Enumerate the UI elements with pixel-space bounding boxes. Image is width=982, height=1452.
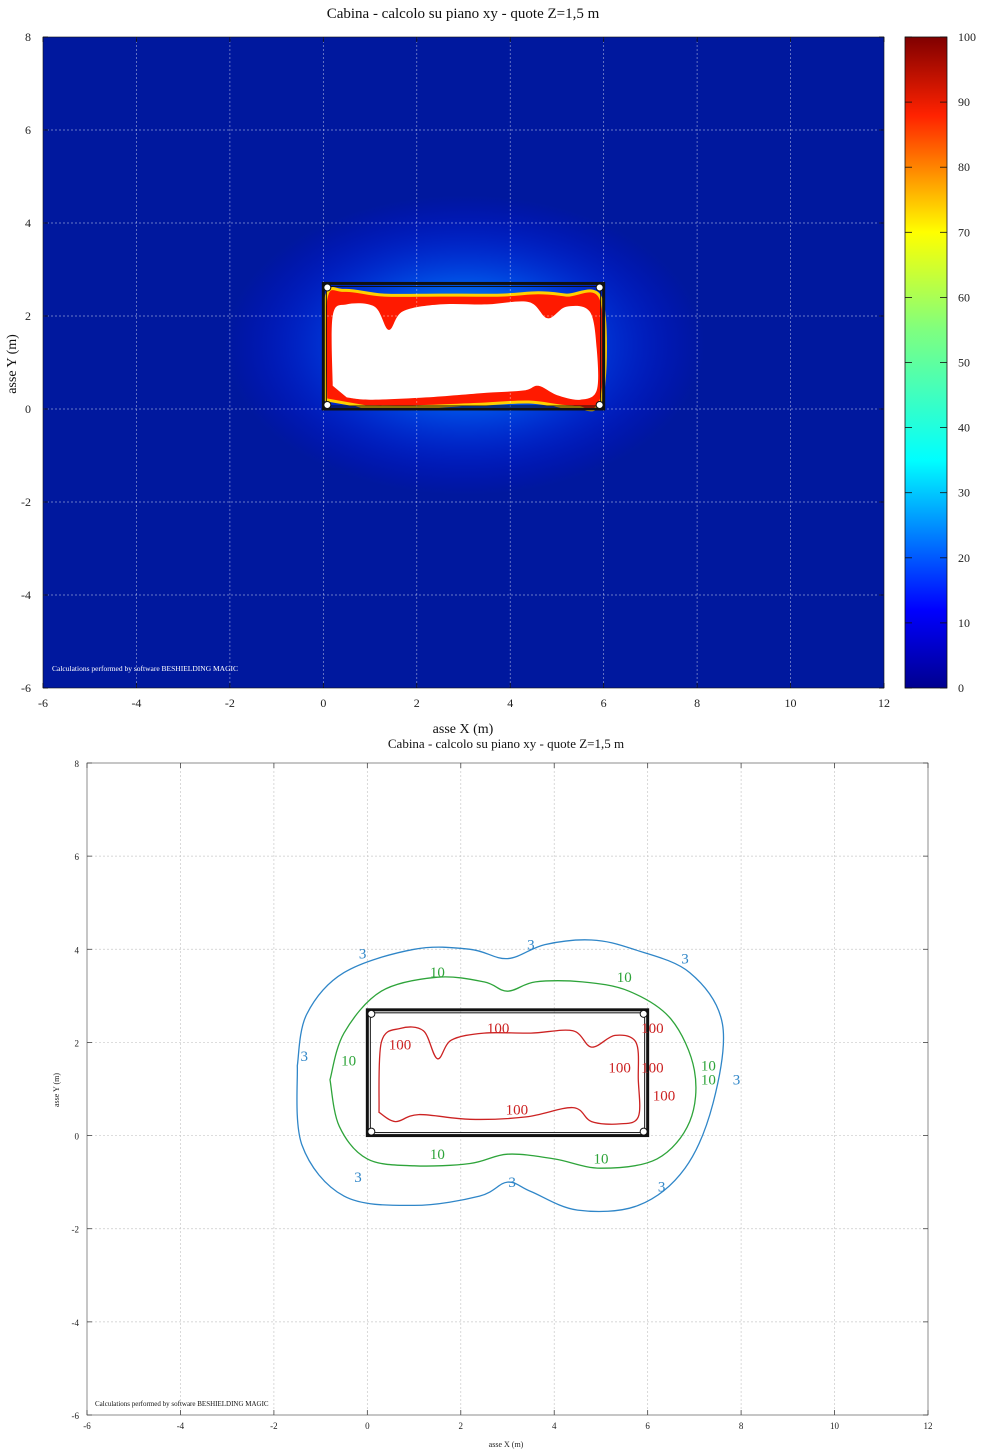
cabin-corner-marker — [595, 283, 604, 292]
x-tick-label: 12 — [878, 696, 890, 710]
cabin-corner-marker — [367, 1127, 376, 1136]
colorbar-tick-label: 30 — [958, 486, 970, 500]
x-tick-label: 2 — [459, 1421, 464, 1431]
cabin-inner-wall — [369, 1012, 646, 1134]
x-tick-label: 8 — [739, 1421, 744, 1431]
y-tick-label: -6 — [21, 681, 31, 695]
colorbar-tick-label: 40 — [958, 421, 970, 435]
software-credit: Calculations performed by software BESHI… — [52, 664, 238, 673]
y-tick-label: 4 — [75, 945, 80, 955]
x-tick-label: 4 — [507, 696, 513, 710]
y-tick-label: 6 — [75, 852, 80, 862]
contour-label-3: 3 — [733, 1072, 741, 1088]
colorbar-tick-label: 50 — [958, 356, 970, 370]
contour-label-3: 3 — [359, 947, 367, 963]
chart-title: Cabina - calcolo su piano xy - quote Z=1… — [327, 6, 600, 22]
x-tick-label: 10 — [785, 696, 797, 710]
y-tick-label: 8 — [75, 759, 80, 769]
y-tick-label: -2 — [21, 495, 31, 509]
contour-label-100: 100 — [506, 1103, 529, 1119]
contour-label-3: 3 — [508, 1175, 516, 1191]
contour-label-3: 3 — [354, 1170, 362, 1186]
plot-frame — [42, 36, 885, 689]
x-tick-label: 6 — [601, 696, 607, 710]
x-tick-label: 6 — [645, 1421, 650, 1431]
contour-label-100: 100 — [641, 1061, 664, 1077]
x-axis-label: asse X (m) — [489, 1440, 524, 1449]
x-tick-label: -4 — [177, 1421, 185, 1431]
cabin-corner-marker — [639, 1127, 648, 1136]
plot-frame — [86, 762, 929, 1416]
y-tick-label: 4 — [25, 216, 31, 230]
contour-label-10: 10 — [701, 1072, 716, 1088]
cabin-outline — [321, 281, 606, 411]
contour-label-10: 10 — [701, 1058, 716, 1074]
contour-label-100: 100 — [389, 1037, 412, 1053]
contour-label-10: 10 — [593, 1152, 608, 1168]
x-tick-label: 0 — [365, 1421, 370, 1431]
colorbar-tick-label: 100 — [958, 30, 976, 44]
colorbar-tick-label: 70 — [958, 225, 970, 239]
y-tick-label: 2 — [25, 309, 31, 323]
x-tick-label: -6 — [83, 1421, 91, 1431]
contour-line-10 — [329, 976, 697, 1169]
cabin-corner-marker — [639, 1009, 648, 1018]
colorbar-tick-label: 10 — [958, 616, 970, 630]
contour-label-10: 10 — [341, 1054, 356, 1070]
y-tick-label: -4 — [21, 588, 31, 602]
cabin-inner-wall — [325, 285, 602, 407]
x-tick-label: -2 — [270, 1421, 278, 1431]
contour-line-3 — [296, 939, 725, 1213]
contour-label-3: 3 — [301, 1049, 309, 1065]
contour-label-10: 10 — [430, 1147, 445, 1163]
x-tick-label: 2 — [414, 696, 420, 710]
y-axis-label: asse Y (m) — [52, 1073, 61, 1107]
x-tick-label: 10 — [830, 1421, 840, 1431]
y-tick-label: -6 — [72, 1411, 80, 1421]
y-tick-label: 2 — [75, 1038, 80, 1048]
contour-line-100 — [378, 1026, 641, 1125]
cabin-corner-marker — [323, 401, 332, 409]
contour-chart: Cabina - calcolo su piano xy - quote Z=1… — [52, 736, 933, 1449]
cabin-corner-marker — [595, 401, 604, 409]
y-tick-label: 0 — [75, 1132, 80, 1142]
cabin-outline — [365, 1008, 650, 1138]
field-zone-100 — [331, 301, 599, 400]
contour-label-10: 10 — [430, 965, 445, 981]
colorbar-tick-label: 20 — [958, 551, 970, 565]
x-tick-label: 0 — [320, 696, 326, 710]
software-credit: Calculations performed by software BESHI… — [95, 1400, 269, 1408]
cabin-corner-marker — [367, 1009, 376, 1018]
colorbar-tick-label: 0 — [958, 681, 964, 695]
y-tick-label: 8 — [25, 30, 31, 44]
x-tick-label: 12 — [924, 1421, 933, 1431]
contour-label-100: 100 — [608, 1061, 631, 1077]
chart-title: Cabina - calcolo su piano xy - quote Z=1… — [388, 736, 624, 751]
heatmap-chart: Cabina - calcolo su piano xy - quote Z=1… — [5, 6, 976, 737]
cabin-corner-marker — [323, 283, 332, 292]
y-tick-label: 0 — [25, 402, 31, 416]
x-axis-label: asse X (m) — [433, 722, 494, 737]
y-tick-label: -2 — [72, 1225, 80, 1235]
x-tick-label: 8 — [694, 696, 700, 710]
x-tick-label: -4 — [131, 696, 141, 710]
y-axis-label: asse Y (m) — [5, 334, 20, 394]
contour-label-3: 3 — [527, 937, 535, 953]
colorbar-tick-label: 80 — [958, 160, 970, 174]
contour-label-3: 3 — [681, 951, 689, 967]
y-tick-label: -4 — [72, 1318, 80, 1328]
contour-label-100: 100 — [487, 1021, 510, 1037]
plot-background — [87, 763, 928, 1415]
contour-label-100: 100 — [653, 1089, 676, 1105]
x-tick-label: -2 — [225, 696, 235, 710]
contour-label-3: 3 — [658, 1179, 666, 1195]
contour-label-10: 10 — [617, 970, 632, 986]
x-tick-label: -6 — [38, 696, 48, 710]
colorbar-tick-label: 60 — [958, 290, 970, 304]
contour-label-100: 100 — [641, 1021, 664, 1037]
x-tick-label: 4 — [552, 1421, 557, 1431]
y-tick-label: 6 — [25, 123, 31, 137]
colorbar-tick-label: 90 — [958, 95, 970, 109]
